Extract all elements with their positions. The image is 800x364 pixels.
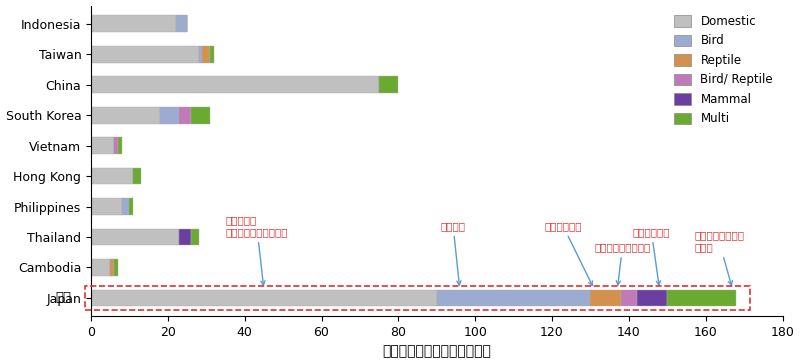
Bar (91, 46, 198, 63)
Bar (590, 289, 621, 306)
Bar (667, 289, 737, 306)
Bar (198, 46, 202, 63)
Text: 国内ペット
（例えばネコカフェ）: 国内ペット （例えばネコカフェ） (226, 215, 288, 285)
Text: 鳥類・爬虫類カフェ: 鳥類・爬虫類カフェ (594, 242, 650, 285)
Bar (91, 289, 437, 306)
Bar (191, 229, 198, 245)
Bar (114, 259, 118, 276)
Bar (202, 46, 210, 63)
Bar (637, 289, 667, 306)
Bar (114, 137, 118, 154)
Text: 鳥カフェ: 鳥カフェ (441, 221, 466, 285)
Bar (91, 107, 160, 123)
Bar (91, 137, 114, 154)
Bar (621, 289, 637, 306)
Bar (379, 76, 398, 93)
Bar (91, 76, 379, 93)
Bar (179, 229, 191, 245)
Bar (130, 198, 134, 215)
X-axis label: 様々な動物を扱うカフェの数: 様々な動物を扱うカフェの数 (382, 344, 491, 359)
Bar (118, 137, 122, 154)
Legend: Domestic, Bird, Reptile, Bird/ Reptile, Mammal, Multi: Domestic, Bird, Reptile, Bird/ Reptile, … (671, 11, 777, 129)
Bar (210, 46, 214, 63)
Bar (91, 198, 122, 215)
Bar (437, 289, 590, 306)
Bar (91, 15, 175, 32)
Bar (110, 259, 114, 276)
Bar (191, 107, 210, 123)
Bar (91, 229, 179, 245)
Text: 哺乳類カフェ: 哺乳類カフェ (633, 227, 670, 285)
Bar (160, 107, 179, 123)
Text: 日本: 日本 (56, 292, 72, 304)
Bar (122, 198, 130, 215)
Text: 爬虫類カフェ: 爬虫類カフェ (544, 221, 592, 285)
Bar (175, 15, 187, 32)
Bar (91, 259, 110, 276)
Bar (134, 168, 141, 185)
Bar (179, 107, 191, 123)
Bar (86, 286, 750, 310)
Bar (91, 168, 134, 185)
Text: 様々な生物を含む
カフェ: 様々な生物を含む カフェ (694, 231, 744, 285)
